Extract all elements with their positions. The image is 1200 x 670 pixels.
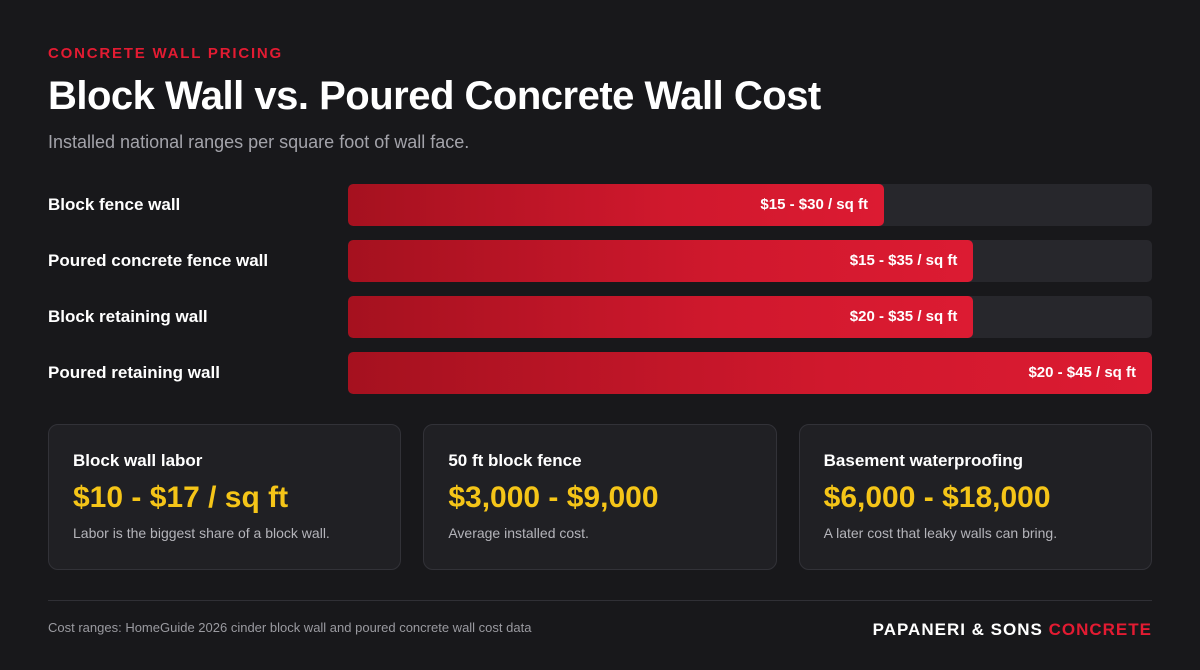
- card-value: $10 - $17 / sq ft: [73, 481, 289, 514]
- bar-category-label: Block retaining wall: [48, 307, 208, 326]
- bar-track: $15 - $30 / sq ft: [348, 184, 1152, 226]
- bar-category-label: Poured retaining wall: [48, 363, 220, 382]
- brand-accent: CONCRETE: [1048, 620, 1152, 639]
- bar-category-label: Block fence wall: [48, 195, 181, 214]
- source-note: Cost ranges: HomeGuide 2026 cinder block…: [48, 620, 532, 635]
- card-title: Basement waterproofing: [823, 451, 1023, 470]
- bar: $20 - $35 / sq ft: [348, 296, 974, 338]
- bar-track: $15 - $35 / sq ft: [348, 240, 1152, 282]
- card-note: Average installed cost.: [448, 525, 589, 541]
- card-note: Labor is the biggest share of a block wa…: [73, 525, 330, 541]
- card-note: A later cost that leaky walls can bring.: [823, 525, 1058, 541]
- bar: $15 - $35 / sq ft: [348, 240, 974, 282]
- card-title: Block wall labor: [73, 451, 203, 470]
- stat-card-labor: Block wall labor $10 - $17 / sq ft Labor…: [48, 424, 402, 570]
- footer-divider: [48, 600, 1152, 601]
- bar-track: $20 - $35 / sq ft: [348, 296, 1152, 338]
- bar-row: Block retaining wall $20 - $35 / sq ft: [48, 296, 1152, 338]
- bar-value-label: $20 - $35 / sq ft: [849, 308, 958, 325]
- page-subtitle: Installed national ranges per square foo…: [48, 132, 470, 152]
- bar-value-label: $15 - $30 / sq ft: [760, 196, 868, 213]
- page-title: Block Wall vs. Poured Concrete Wall Cost: [48, 74, 821, 118]
- bar-track: $20 - $45 / sq ft: [348, 352, 1152, 394]
- bar-value-label: $20 - $45 / sq ft: [1028, 364, 1136, 381]
- bar-row: Block fence wall $15 - $30 / sq ft: [48, 184, 1152, 226]
- bar-value-label: $15 - $35 / sq ft: [849, 252, 958, 269]
- brand-logo: PAPANERI & SONS CONCRETE: [873, 620, 1152, 640]
- card-title: 50 ft block fence: [448, 451, 582, 470]
- bar-row: Poured concrete fence wall $15 - $35 / s…: [48, 240, 1152, 282]
- bar: $15 - $30 / sq ft: [348, 184, 884, 226]
- eyebrow-label: CONCRETE WALL PRICING: [48, 45, 284, 62]
- card-value: $6,000 - $18,000: [823, 481, 1051, 514]
- stat-card-fence: 50 ft block fence $3,000 - $9,000 Averag…: [423, 424, 777, 570]
- stat-card-waterproofing: Basement waterproofing $6,000 - $18,000 …: [798, 424, 1152, 570]
- bar-category-label: Poured concrete fence wall: [48, 251, 269, 270]
- card-value: $3,000 - $9,000: [448, 481, 659, 514]
- stat-cards: Block wall labor $10 - $17 / sq ft Labor…: [48, 424, 1152, 570]
- bar-row: Poured retaining wall $20 - $45 / sq ft: [48, 352, 1152, 394]
- bar: $20 - $45 / sq ft: [348, 352, 1152, 394]
- cost-bar-chart: Block fence wall $15 - $30 / sq ft Poure…: [48, 184, 1152, 408]
- brand-name: PAPANERI & SONS: [872, 620, 1043, 639]
